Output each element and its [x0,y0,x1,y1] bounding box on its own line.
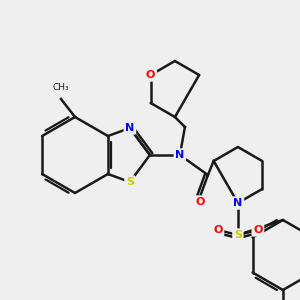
Text: S: S [234,230,242,240]
Text: S: S [126,177,134,187]
Text: N: N [175,150,184,160]
Text: N: N [233,198,242,208]
Text: O: O [213,225,223,235]
Text: O: O [253,225,262,235]
Text: N: N [125,123,134,133]
Text: O: O [146,70,155,80]
Text: CH₃: CH₃ [53,83,69,92]
Text: O: O [195,197,205,207]
